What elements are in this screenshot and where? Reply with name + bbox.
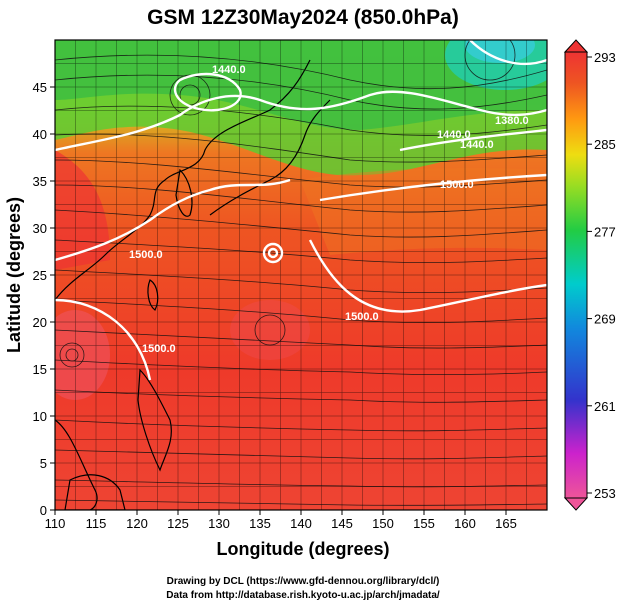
contour-label: 1440.0 [212, 64, 246, 76]
grid-lines [55, 40, 547, 510]
x-axis-ticks: 110 115 120 125 130 135 140 145 150 155 160 165 [45, 510, 517, 531]
contour-1500-3 [308, 239, 547, 313]
x-tick-label: 130 [208, 516, 230, 531]
y-tick-label: 45 [33, 80, 47, 95]
y-tick-label: 15 [33, 362, 47, 377]
contour-1440-ring [173, 72, 242, 112]
contour-label: 1500.0 [142, 343, 176, 355]
colorbar-tick-label: 261 [594, 399, 616, 414]
x-tick-label: 115 [86, 516, 107, 531]
taiwan-coast [147, 279, 159, 311]
colorbar-tick-label: 285 [594, 137, 616, 152]
contour-1500-4 [55, 298, 152, 381]
contour-1380 [469, 40, 547, 66]
colorbar-body [564, 51, 588, 499]
contour-label: 1500.0 [345, 311, 379, 323]
contour-label: 1440.0 [460, 139, 494, 151]
x-tick-label: 125 [167, 516, 189, 531]
contour-low-center [262, 242, 284, 264]
x-axis-title: Longitude (degrees) [216, 539, 389, 559]
y-tick-label: 40 [33, 127, 47, 142]
coastlines [55, 59, 331, 510]
colorbar-bottom-arrow [563, 497, 589, 511]
contour-label: 1440.0 [437, 129, 471, 141]
temperature-field [55, 40, 547, 510]
borneo-coast [64, 474, 126, 510]
y-axis-title: Latitude (degrees) [4, 197, 24, 353]
asia-coast [55, 59, 311, 301]
contour-1440-north [55, 90, 547, 152]
x-tick-label: 155 [413, 516, 435, 531]
y-tick-label: 30 [33, 221, 47, 236]
contour-label: 1380.0 [495, 115, 529, 127]
contour-1500-2 [319, 173, 547, 202]
colorbar-tick-label: 293 [594, 50, 616, 65]
y-tick-label: 25 [33, 268, 47, 283]
indochina-coast [55, 419, 98, 510]
x-tick-label: 110 [45, 516, 66, 531]
colorbar: 293 285 277 269 261 253 [563, 39, 616, 511]
y-tick-label: 35 [33, 174, 47, 189]
x-tick-label: 140 [290, 516, 312, 531]
x-tick-label: 120 [126, 516, 148, 531]
contour-label: 1500.0 [440, 179, 474, 191]
y-tick-label: 0 [40, 503, 47, 518]
colorbar-tick-label: 269 [594, 312, 616, 327]
contour-label: 1500.0 [129, 249, 163, 261]
colorbar-top-arrow [563, 39, 589, 53]
streamlines [55, 40, 547, 506]
y-tick-label: 5 [40, 456, 47, 471]
x-tick-label: 150 [372, 516, 394, 531]
figure-title: GSM 12Z30May2024 (850.0hPa) [147, 6, 459, 29]
contour-1440-east [399, 128, 547, 152]
x-tick-label: 135 [249, 516, 271, 531]
credit-drawing: Drawing by DCL (https://www.gfd-dennou.o… [167, 576, 440, 587]
colorbar-tick-label: 277 [594, 224, 616, 239]
y-tick-label: 20 [33, 315, 47, 330]
contour-labels: 1440.0 1440.0 1500.0 1500.0 1500.0 1440.… [129, 64, 529, 355]
credit-data: Data from http://database.rish.kyoto-u.a… [166, 590, 440, 601]
y-axis-ticks: 0 5 10 15 20 25 30 35 40 45 [33, 80, 55, 518]
x-tick-label: 160 [454, 516, 476, 531]
x-tick-label: 145 [331, 516, 353, 531]
japan-coast [209, 99, 331, 216]
y-tick-label: 10 [33, 409, 47, 424]
x-tick-label: 165 [495, 516, 517, 531]
contour-1500-1 [55, 178, 291, 262]
colorbar-tick-label: 253 [594, 486, 616, 501]
height-contours [55, 40, 547, 381]
